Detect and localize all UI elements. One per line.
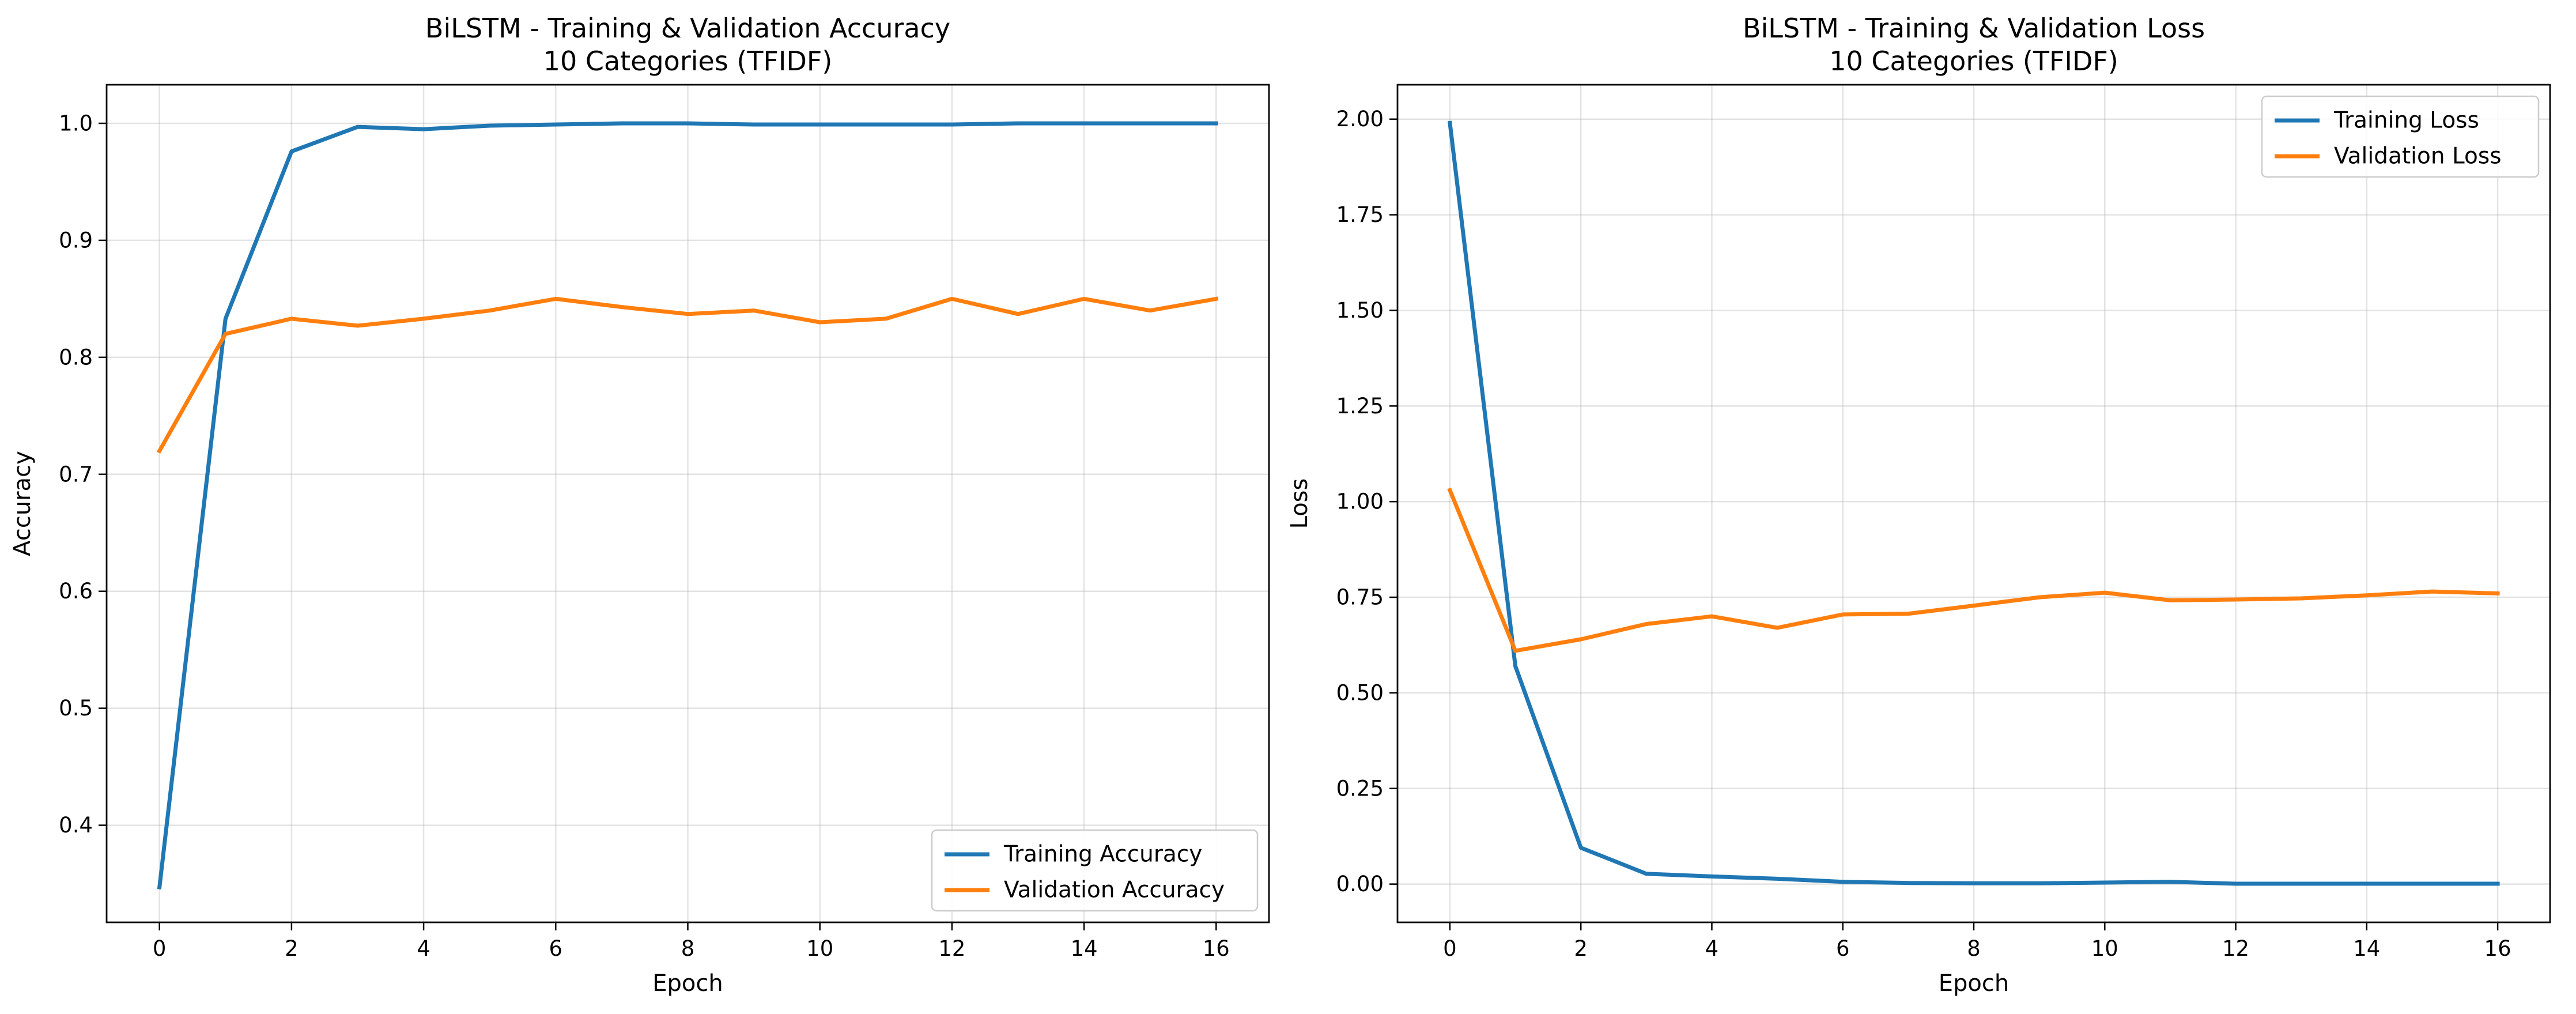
y-tick-label: 0.75: [1336, 585, 1384, 610]
series-line-training-accuracy: [157, 121, 1218, 889]
chart-panel-2: 0 2 4 6 8 10 12 14 16 0.00 0.25 0.50 0.75 1.00 1.25 1.5…: [1286, 13, 2551, 997]
x-tick-label: 10: [2091, 936, 2118, 961]
legend-label: Training Accuracy: [1003, 842, 1202, 868]
y-tick-label: 0.6: [59, 579, 93, 604]
y-tick-label: 1.00: [1336, 489, 1384, 514]
y-tick-label: 2.00: [1336, 107, 1384, 131]
legend: Training Loss Validation Loss: [2261, 95, 2540, 178]
y-tick-label: 0.8: [59, 345, 93, 370]
y-tick-label: 0.5: [59, 696, 93, 721]
x-tick-label: 4: [1705, 936, 1719, 961]
x-tick-label: 0: [153, 936, 167, 961]
y-tick-label: 0.4: [59, 813, 93, 838]
x-tick-label: 16: [2484, 936, 2511, 961]
chart-panel-1: 0 2 4 6 8 10 12 14 16 0.4 0.5 0.6 0.7 0.8 0.9 1.0 Epoch A…: [9, 13, 1270, 997]
chart-title-line-2: 10 Categories (TFIDF): [1829, 46, 2118, 77]
chart-title-line-1: BiLSTM - Training & Validation Accuracy: [425, 13, 950, 44]
x-tick-label: 6: [1836, 936, 1850, 961]
y-axis-label: Accuracy: [9, 451, 36, 556]
series-line-validation-loss: [1447, 487, 2500, 653]
y-tick-label: 1.75: [1336, 202, 1384, 227]
chart-title-line-1: BiLSTM - Training & Validation Loss: [1743, 13, 2205, 44]
x-tick-label: 2: [1574, 936, 1588, 961]
y-tick-label: 0.50: [1336, 680, 1384, 705]
y-axis-label: Loss: [1286, 478, 1313, 529]
x-tick-label: 4: [417, 936, 430, 961]
y-tick-label: 0.9: [59, 228, 93, 252]
y-tick-label: 1.25: [1336, 394, 1384, 419]
y-tick-label: 0.00: [1336, 872, 1384, 896]
legend: Training Accuracy Validation Accuracy: [931, 829, 1259, 912]
x-tick-label: 10: [806, 936, 833, 961]
x-tick-label: 2: [285, 936, 299, 961]
x-axis-label: Epoch: [1939, 970, 2009, 997]
legend-label: Validation Accuracy: [1004, 877, 1225, 903]
y-tick-label: 0.25: [1336, 776, 1384, 801]
y-tick-label: 1.0: [59, 111, 93, 135]
y-tick-label: 1.50: [1336, 298, 1384, 323]
legend-label: Training Loss: [2333, 108, 2479, 134]
series-line-training-loss: [1448, 120, 2500, 886]
x-tick-label: 8: [681, 936, 695, 961]
x-axis-label: Epoch: [652, 970, 723, 997]
x-tick-label: 14: [2353, 936, 2380, 961]
legend-box: [931, 829, 1259, 912]
x-tick-label: 0: [1443, 936, 1457, 961]
x-tick-label: 12: [2222, 936, 2249, 961]
legend-label: Validation Loss: [2334, 144, 2502, 169]
legend-box: [2261, 95, 2540, 178]
x-tick-label: 16: [1203, 936, 1230, 961]
series-line-validation-accuracy: [156, 296, 1219, 454]
x-tick-label: 14: [1071, 936, 1098, 961]
x-tick-label: 8: [1967, 936, 1981, 961]
y-tick-label: 0.7: [59, 462, 93, 487]
chart-title-line-2: 10 Categories (TFIDF): [543, 46, 833, 77]
x-tick-label: 12: [938, 936, 965, 961]
x-tick-label: 6: [549, 936, 563, 961]
